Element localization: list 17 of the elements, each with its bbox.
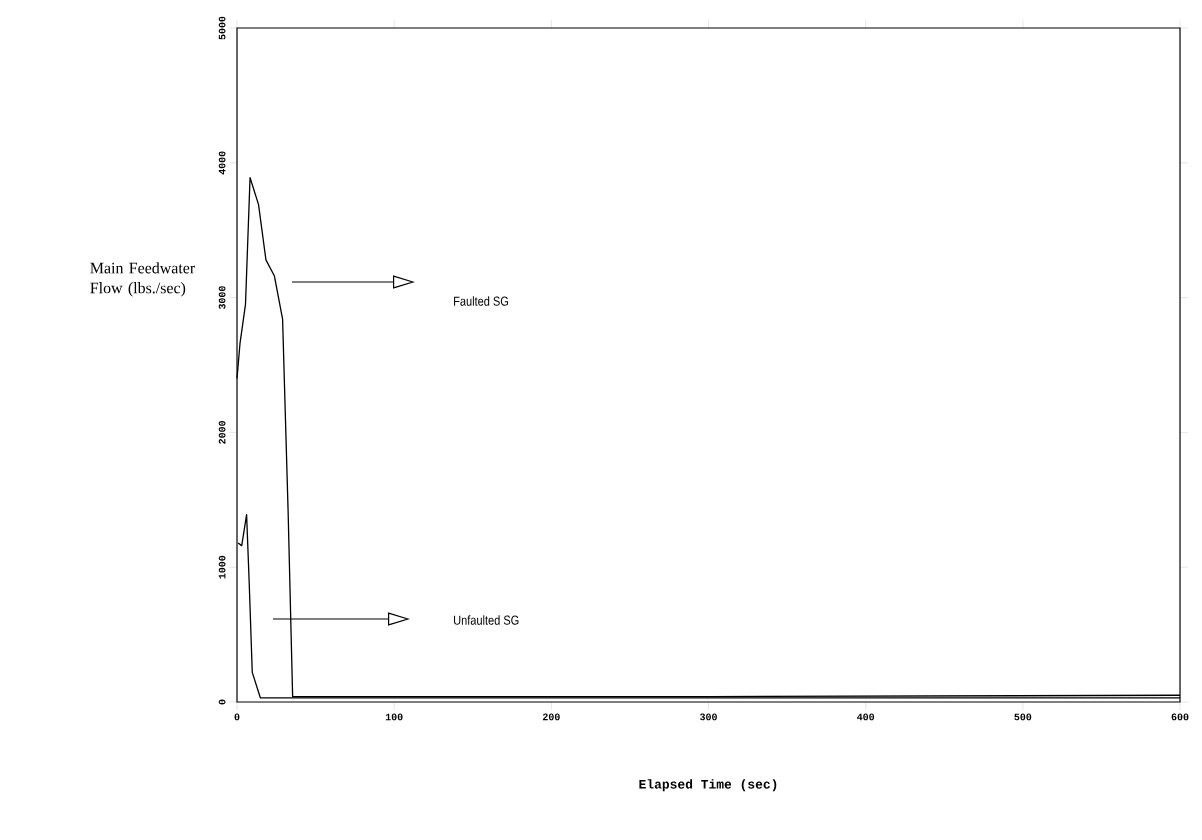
x-tick-label: 400 <box>857 713 875 721</box>
annotation: Unfaulted SG <box>454 615 519 625</box>
y-tick-label: 4000 <box>218 151 226 175</box>
y-tick-label: 5000 <box>218 16 226 40</box>
annotation: Faulted SG <box>454 296 509 306</box>
x-tick-label: 0 <box>234 713 240 721</box>
y-tick-label: 3000 <box>218 286 226 310</box>
y-axis-title: Main Feedwater Flow (lbs./sec) <box>90 262 196 297</box>
x-tick-label: 500 <box>1014 713 1032 721</box>
x-tick-label: 200 <box>542 713 560 721</box>
y-tick-label: 2000 <box>218 421 226 444</box>
y-tick-label: 1000 <box>218 555 226 579</box>
x-tick-label: 600 <box>1171 713 1189 721</box>
x-axis-title: Elapsed Time (sec) <box>639 779 777 792</box>
y-tick-label: 0 <box>218 699 226 705</box>
x-tick-label: 100 <box>385 713 403 721</box>
x-tick-label: 300 <box>700 713 717 721</box>
